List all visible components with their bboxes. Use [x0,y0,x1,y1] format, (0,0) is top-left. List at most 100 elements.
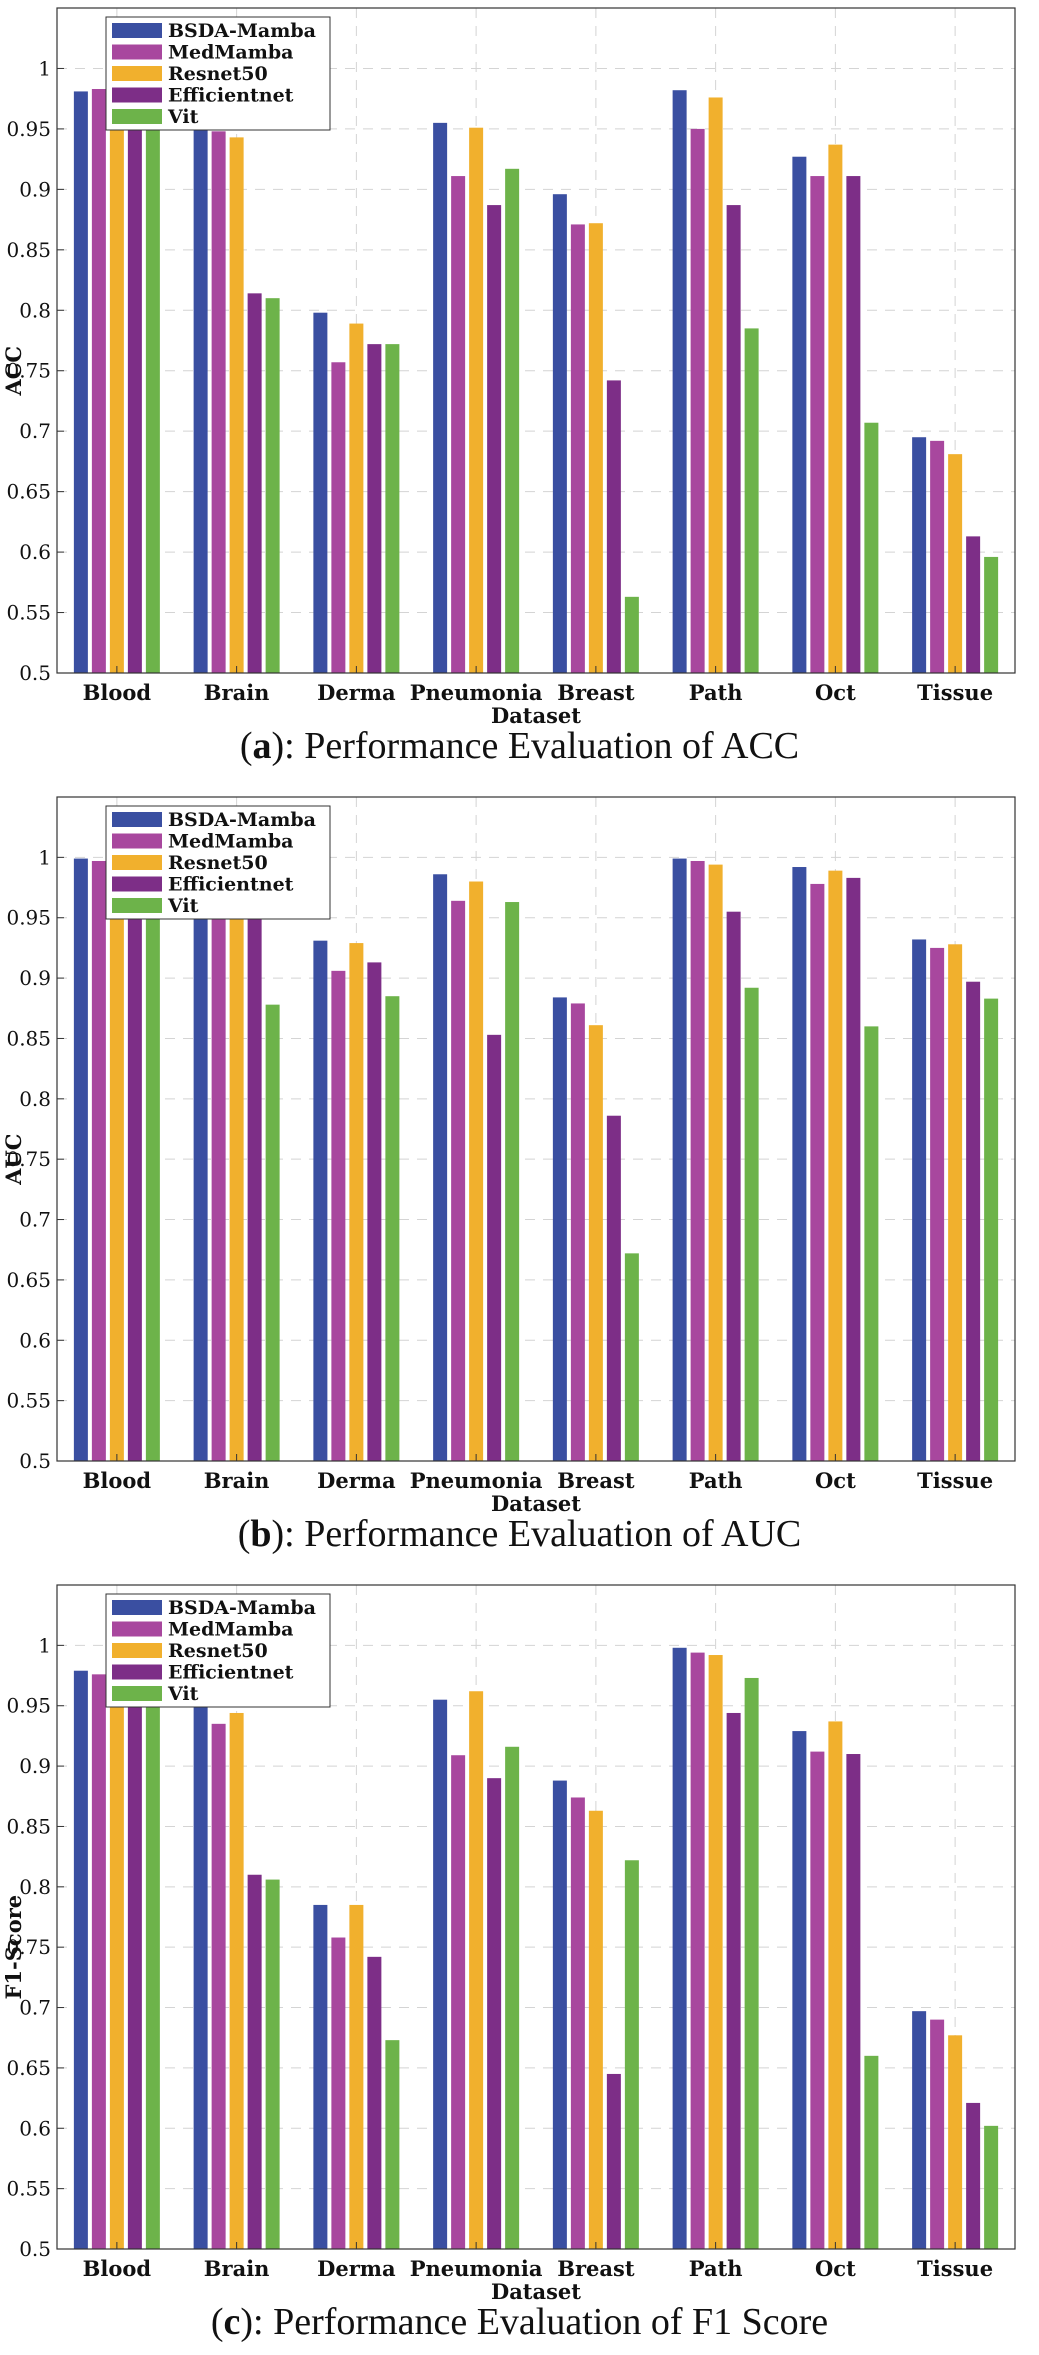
bar-resnet50-brain [229,137,244,673]
y-tick-label: 0.9 [19,1754,51,1778]
y-tick-label: 0.85 [6,1814,51,1838]
legend-label: Resnet50 [168,852,268,874]
legend-label: Resnet50 [168,1640,268,1662]
legend-label: MedMamba [168,831,293,853]
legend-swatch [112,855,162,870]
x-tick-label: Pneumonia [410,680,543,705]
bar-vit-breast [624,596,639,673]
legend-label: BSDA-Mamba [168,809,316,831]
bar-resnet50-blood [109,1677,124,2249]
bar-medmamba-tissue [930,947,945,1461]
legend-label: Vit [167,1683,199,1705]
bar-vit-blood [145,1685,160,2249]
bar-vit-brain [265,1004,280,1461]
y-tick-label: 0.8 [19,298,51,322]
bar-medmamba-tissue [930,440,945,673]
x-tick-label: Path [689,1468,743,1493]
bar-efficientnet-brain [247,914,262,1461]
bar-vit-derma [385,996,400,1461]
bar-resnet50-brain [229,865,244,1461]
bar-medmamba-brain [211,131,226,673]
bar-medmamba-pneumonia [451,1755,466,2249]
y-tick-label: 0.95 [6,117,51,141]
bar-resnet50-pneumonia [469,1691,484,2249]
bar-bsda-mamba-blood [73,91,88,674]
bar-medmamba-tissue [930,2019,945,2249]
x-tick-label: Blood [83,680,152,705]
legend-swatch [112,812,162,827]
bar-bsda-mamba-breast [552,1780,567,2249]
legend-label: BSDA-Mamba [168,1597,316,1619]
bar-vit-breast [624,1860,639,2249]
legend-swatch [112,1621,162,1637]
y-tick-label: 0.85 [6,1026,51,1050]
y-tick-label: 0.8 [19,1087,51,1111]
x-tick-label: Breast [557,2256,635,2281]
y-tick-label: 0.5 [19,1449,51,1473]
y-tick-label: 0.55 [6,601,51,625]
bar-resnet50-oct [828,870,843,1461]
bar-bsda-mamba-pneumonia [433,1699,448,2249]
bar-medmamba-oct [810,176,825,673]
x-axis-label: Dataset [491,1491,581,1516]
bar-medmamba-derma [331,970,346,1461]
bar-resnet50-oct [828,1721,843,2249]
bar-efficientnet-pneumonia [487,1034,502,1461]
x-tick-label: Brain [204,1468,270,1493]
y-tick-label: 0.65 [6,2056,51,2080]
caption-b: (b): Performance Evaluation of AUC [237,1513,802,1555]
bar-bsda-mamba-breast [552,997,567,1461]
bar-vit-tissue [984,556,999,673]
bar-efficientnet-brain [247,293,262,673]
y-tick-label: 0.9 [19,966,51,990]
legend-swatch [112,1686,162,1701]
caption-a-letter: a [252,725,272,767]
x-tick-label: Brain [204,680,270,705]
bar-bsda-mamba-tissue [912,437,927,673]
bar-resnet50-path [708,864,723,1461]
bar-efficientnet-breast [606,380,621,673]
bar-resnet50-path [708,1655,723,2249]
bar-resnet50-tissue [948,2035,963,2249]
bar-medmamba-pneumonia [451,900,466,1461]
bar-resnet50-pneumonia [469,881,484,1461]
bar-vit-derma [385,344,400,673]
legend-label: BSDA-Mamba [168,20,316,42]
x-tick-label: Breast [557,1468,635,1493]
legend-label: MedMamba [168,42,293,64]
caption-a-text: Performance Evaluation of ACC [304,725,800,767]
y-tick-label: 0.55 [6,2177,51,2201]
legend-swatch [112,87,162,103]
bar-resnet50-oct [828,144,843,674]
bar-medmamba-oct [810,883,825,1461]
y-axis-label: ACC [1,346,26,397]
bar-vit-pneumonia [505,902,520,1461]
legend-swatch [112,898,162,913]
legend: BSDA-MambaMedMambaResnet50EfficientnetVi… [105,1593,331,1708]
bar-vit-derma [385,2040,400,2249]
legend-label: Resnet50 [168,63,268,85]
x-tick-label: Path [689,680,743,705]
bar-bsda-mamba-derma [313,1904,328,2249]
plot-frame [56,7,1016,674]
x-tick-label: Blood [83,2256,152,2281]
x-tick-label: Tissue [917,1468,993,1493]
legend-label: Vit [167,895,199,917]
bar-resnet50-breast [588,1025,603,1461]
y-axis-label: AUC [1,1134,26,1186]
x-tick-label: Breast [557,680,635,705]
y-tick-label: 0.65 [6,1268,51,1292]
x-tick-label: Oct [815,680,856,705]
bar-efficientnet-tissue [966,2102,981,2249]
caption-a: (a): Performance Evaluation of ACC [239,725,800,767]
bar-resnet50-pneumonia [469,127,484,673]
x-tick-label: Tissue [917,2256,993,2281]
bar-vit-blood [145,107,160,674]
bar-resnet50-blood [109,92,124,674]
bar-efficientnet-path [726,205,741,673]
bar-efficientnet-derma [367,344,382,673]
bar-vit-breast [624,1253,639,1461]
bar-efficientnet-tissue [966,536,981,673]
y-tick-label: 0.6 [19,1328,51,1352]
bar-resnet50-tissue [948,454,963,673]
